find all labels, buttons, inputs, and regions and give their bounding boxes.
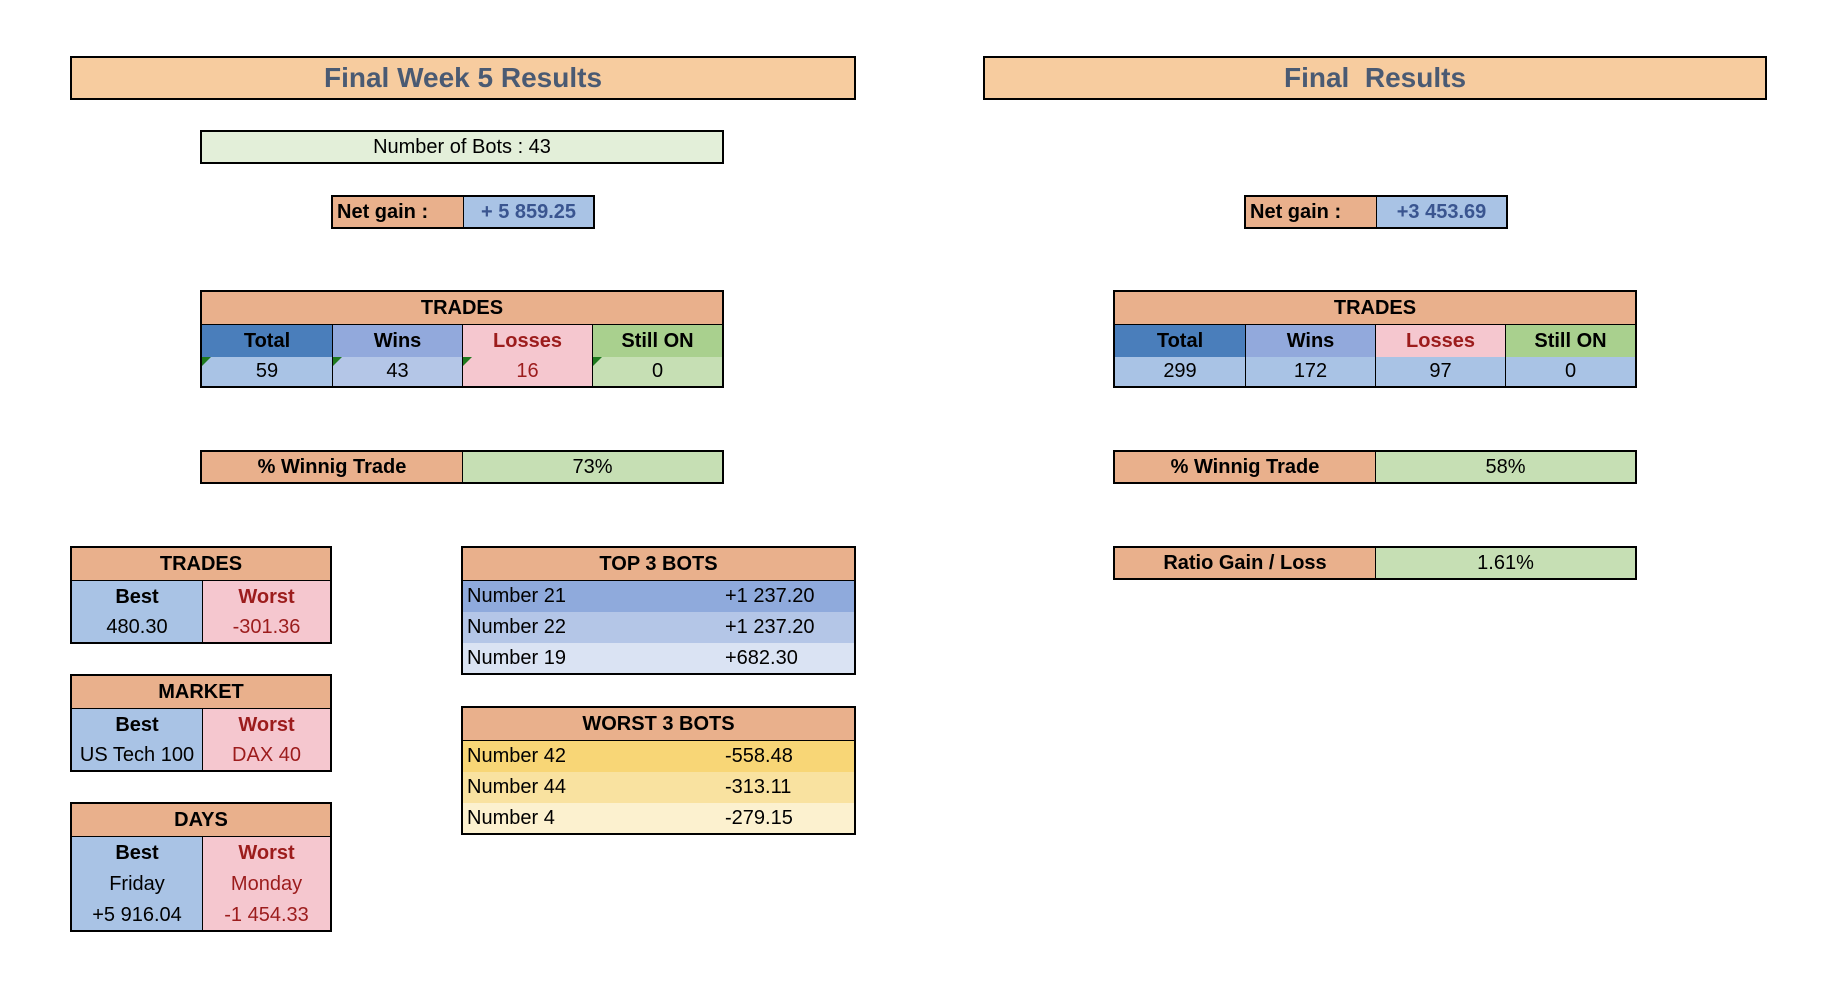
days-worst-value: -1 454.33 bbox=[203, 900, 330, 930]
trades-col-total: Total bbox=[202, 325, 332, 357]
bot-value: -279.15 bbox=[725, 806, 793, 829]
worst3-row: Number 4 -279.15 bbox=[463, 803, 854, 833]
winning-value: 73% bbox=[463, 452, 722, 482]
trades-col-losses: Losses bbox=[463, 325, 592, 357]
left-title-bar: Final Week 5 Results bbox=[70, 56, 856, 100]
bots-count-box: Number of Bots : 43 bbox=[200, 130, 724, 164]
left-net-gain-box: Net gain : + 5 859.25 bbox=[331, 195, 595, 229]
right-title-bar: Final Results bbox=[983, 56, 1767, 100]
trades-wins-value: 43 bbox=[333, 357, 462, 386]
bw-trades-worst-value: -301.36 bbox=[203, 613, 330, 642]
bot-name: Number 42 bbox=[467, 745, 566, 767]
right-title: Final Results bbox=[1283, 62, 1467, 93]
trades-total-value: 59 bbox=[202, 357, 332, 386]
trades-col-total: Total bbox=[1115, 325, 1245, 357]
market-table: MARKET Best Worst US Tech 100 DAX 40 bbox=[70, 674, 332, 772]
bot-value: +1 237.20 bbox=[725, 585, 815, 607]
market-worst-value: DAX 40 bbox=[203, 741, 330, 770]
trades-still-on-value: 0 bbox=[593, 357, 722, 386]
net-gain-label: Net gain : bbox=[333, 197, 463, 227]
winning-value: 58% bbox=[1376, 452, 1635, 482]
worst3-bots-table: WORST 3 BOTS Number 42 -558.48 Number 44… bbox=[461, 706, 856, 835]
trades-losses-value: 97 bbox=[1376, 357, 1505, 386]
net-gain-value: + 5 859.25 bbox=[464, 197, 593, 227]
top3-row: Number 21 +1 237.20 bbox=[463, 581, 854, 612]
comment-marker-icon bbox=[333, 357, 342, 366]
right-net-gain-box: Net gain : +3 453.69 bbox=[1244, 195, 1508, 229]
trades-still-on-value: 0 bbox=[1506, 357, 1635, 386]
worst3-row: Number 44 -313.11 bbox=[463, 772, 854, 803]
top3-bots-table: TOP 3 BOTS Number 21 +1 237.20 Number 22… bbox=[461, 546, 856, 675]
days-worst-day: Monday bbox=[203, 869, 330, 900]
ratio-value: 1.61% bbox=[1376, 548, 1635, 578]
days-best-label: Best bbox=[72, 837, 202, 869]
days-table: DAYS Best Worst Friday Monday +5 916.04 … bbox=[70, 802, 332, 932]
top3-row: Number 19 +682.30 bbox=[463, 643, 854, 673]
trades-col-wins: Wins bbox=[333, 325, 462, 357]
bot-name: Number 4 bbox=[467, 806, 555, 829]
market-best-value: US Tech 100 bbox=[72, 741, 202, 770]
left-winning-box: % Winnig Trade 73% bbox=[200, 450, 724, 484]
bots-count-text: Number of Bots : 43 bbox=[373, 135, 551, 158]
comment-marker-icon bbox=[463, 357, 472, 366]
bw-trades-best-value: 480.30 bbox=[72, 613, 202, 642]
comment-marker-icon bbox=[202, 357, 211, 366]
winning-label: % Winnig Trade bbox=[1115, 452, 1375, 482]
ratio-box: Ratio Gain / Loss 1.61% bbox=[1113, 546, 1637, 580]
left-title: Final Week 5 Results bbox=[323, 62, 603, 93]
bw-trades-best-label: Best bbox=[72, 581, 202, 613]
days-worst-label: Worst bbox=[203, 837, 330, 869]
trades-wins-value: 172 bbox=[1246, 357, 1375, 386]
net-gain-label: Net gain : bbox=[1246, 197, 1376, 227]
bot-name: Number 22 bbox=[467, 616, 566, 638]
bot-value: +1 237.20 bbox=[725, 616, 815, 638]
left-trades-table: TRADES Total Wins Losses Still ON 59 43 … bbox=[200, 290, 724, 388]
bot-value: -558.48 bbox=[725, 745, 793, 767]
trades-header: TRADES bbox=[1115, 292, 1635, 324]
right-trades-table: TRADES Total Wins Losses Still ON 299 17… bbox=[1113, 290, 1637, 388]
trades-col-losses: Losses bbox=[1376, 325, 1505, 357]
top3-row: Number 22 +1 237.20 bbox=[463, 612, 854, 643]
top3-header: TOP 3 BOTS bbox=[463, 548, 854, 580]
comment-marker-icon bbox=[593, 357, 602, 366]
trades-total-value: 299 bbox=[1115, 357, 1245, 386]
days-best-day: Friday bbox=[72, 869, 202, 900]
trades-header: TRADES bbox=[202, 292, 722, 324]
trades-col-still-on: Still ON bbox=[1506, 325, 1635, 357]
bot-value: +682.30 bbox=[725, 646, 798, 669]
bot-name: Number 44 bbox=[467, 776, 566, 798]
bot-name: Number 19 bbox=[467, 646, 566, 669]
bot-name: Number 21 bbox=[467, 585, 566, 607]
trades-losses-value: 16 bbox=[463, 357, 592, 386]
best-worst-trades-table: TRADES Best Worst 480.30 -301.36 bbox=[70, 546, 332, 644]
bw-trades-worst-label: Worst bbox=[203, 581, 330, 613]
right-winning-box: % Winnig Trade 58% bbox=[1113, 450, 1637, 484]
worst3-row: Number 42 -558.48 bbox=[463, 741, 854, 772]
days-header: DAYS bbox=[72, 804, 330, 836]
trades-col-still-on: Still ON bbox=[593, 325, 722, 357]
ratio-label: Ratio Gain / Loss bbox=[1115, 548, 1375, 578]
bw-trades-header: TRADES bbox=[72, 548, 330, 580]
days-best-value: +5 916.04 bbox=[72, 900, 202, 930]
market-worst-label: Worst bbox=[203, 709, 330, 741]
market-best-label: Best bbox=[72, 709, 202, 741]
trades-col-wins: Wins bbox=[1246, 325, 1375, 357]
bot-value: -313.11 bbox=[725, 776, 792, 798]
winning-label: % Winnig Trade bbox=[202, 452, 462, 482]
net-gain-value: +3 453.69 bbox=[1377, 197, 1506, 227]
market-header: MARKET bbox=[72, 676, 330, 708]
worst3-header: WORST 3 BOTS bbox=[463, 708, 854, 740]
